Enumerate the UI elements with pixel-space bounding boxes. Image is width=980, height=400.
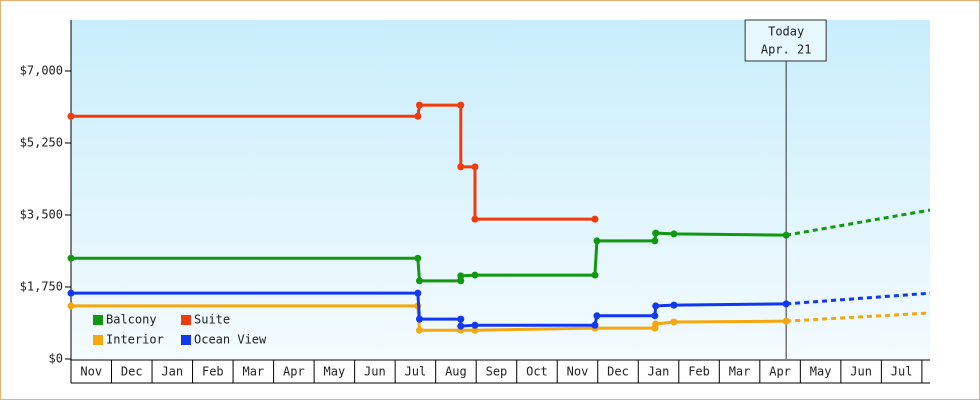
point — [670, 301, 678, 309]
point — [782, 300, 790, 308]
point — [593, 237, 601, 245]
point — [457, 315, 465, 323]
point — [67, 302, 75, 310]
x-tick-label: May — [810, 365, 832, 379]
legend-label: Balcony — [106, 313, 157, 327]
point — [652, 229, 660, 237]
x-tick-label: Dec — [607, 365, 629, 379]
x-tick-label: Jun — [850, 365, 872, 379]
y-tick-label: $1,750 — [20, 280, 63, 294]
point — [414, 112, 422, 120]
legend-label: Interior — [106, 333, 164, 347]
y-tick-label: $0 — [49, 352, 63, 366]
today-box — [744, 19, 827, 62]
x-tick-label: Sep — [486, 365, 508, 379]
x-tick-label: Mar — [729, 365, 751, 379]
legend-label: Ocean View — [194, 333, 267, 347]
point — [471, 163, 479, 171]
point — [415, 277, 423, 285]
x-tick-label: Jan — [648, 365, 670, 379]
legend-label: Suite — [194, 313, 230, 327]
point — [651, 312, 659, 320]
legend-swatch — [181, 315, 191, 325]
point — [457, 101, 465, 109]
x-tick-label: May — [324, 365, 346, 379]
forecast-line — [786, 291, 931, 306]
point — [471, 326, 479, 334]
y-tick-label: $3,500 — [20, 208, 63, 222]
x-tick-label: Feb — [688, 365, 710, 379]
point — [457, 277, 465, 285]
x-tick-label: Apr — [283, 365, 305, 379]
point — [652, 302, 660, 310]
x-tick-label: Apr — [769, 365, 791, 379]
y-tick-label: $5,250 — [20, 136, 63, 150]
x-tick-label: Mar — [242, 365, 264, 379]
x-tick-label: Aug — [445, 365, 467, 379]
x-tick-label: Nov — [80, 365, 102, 379]
point — [670, 318, 678, 326]
point — [415, 101, 423, 109]
point — [782, 231, 790, 239]
point — [67, 112, 75, 120]
point — [591, 215, 599, 223]
point — [652, 320, 660, 328]
plot-background — [71, 20, 930, 359]
forecast-line — [786, 311, 931, 323]
today-label: Today — [768, 25, 804, 39]
point — [457, 322, 465, 330]
x-tick-label: Jul — [405, 365, 427, 379]
point — [782, 317, 790, 325]
legend-swatch — [181, 335, 191, 345]
point — [457, 272, 465, 280]
point — [471, 271, 479, 279]
today-date: Apr. 21 — [761, 43, 812, 57]
point — [591, 271, 599, 279]
point — [651, 237, 659, 245]
legend-swatch — [93, 315, 103, 325]
x-tick-label: Jul — [891, 365, 913, 379]
point — [593, 312, 601, 320]
x-tick-label: Nov — [567, 365, 589, 379]
x-tick-label: Feb — [202, 365, 224, 379]
point — [457, 163, 465, 171]
legend-swatch — [93, 335, 103, 345]
x-tick-label: Oct — [526, 365, 548, 379]
x-tick-label: Jan — [161, 365, 183, 379]
point — [471, 215, 479, 223]
point — [414, 289, 422, 297]
point — [670, 230, 678, 238]
point — [471, 321, 479, 329]
x-tick-label: Dec — [121, 365, 143, 379]
y-tick-label: $7,000 — [20, 64, 63, 78]
forecast-line — [785, 208, 931, 237]
point — [414, 254, 422, 262]
x-tick-label: Jun — [364, 365, 386, 379]
point — [415, 326, 423, 334]
point — [67, 289, 75, 297]
point — [591, 321, 599, 329]
point — [415, 315, 423, 323]
point — [67, 254, 75, 262]
